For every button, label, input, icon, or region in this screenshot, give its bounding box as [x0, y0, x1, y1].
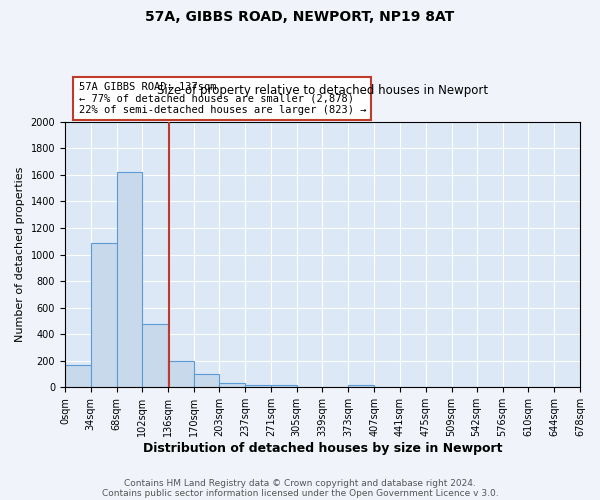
- Bar: [219, 382, 245, 388]
- Bar: [194, 374, 219, 388]
- X-axis label: Distribution of detached houses by size in Newport: Distribution of detached houses by size …: [143, 442, 502, 455]
- Bar: [271, 385, 296, 388]
- Text: 57A, GIBBS ROAD, NEWPORT, NP19 8AT: 57A, GIBBS ROAD, NEWPORT, NP19 8AT: [145, 10, 455, 24]
- Text: Contains public sector information licensed under the Open Government Licence v : Contains public sector information licen…: [101, 488, 499, 498]
- Y-axis label: Number of detached properties: Number of detached properties: [15, 167, 25, 342]
- Bar: [65, 366, 91, 388]
- Bar: [116, 172, 142, 388]
- Text: Contains HM Land Registry data © Crown copyright and database right 2024.: Contains HM Land Registry data © Crown c…: [124, 478, 476, 488]
- Bar: [168, 361, 194, 388]
- Bar: [142, 324, 168, 388]
- Bar: [91, 244, 116, 388]
- Text: 57A GIBBS ROAD: 137sqm
← 77% of detached houses are smaller (2,878)
22% of semi-: 57A GIBBS ROAD: 137sqm ← 77% of detached…: [79, 82, 366, 115]
- Bar: [245, 385, 271, 388]
- Title: Size of property relative to detached houses in Newport: Size of property relative to detached ho…: [157, 84, 488, 97]
- Bar: [348, 385, 374, 388]
